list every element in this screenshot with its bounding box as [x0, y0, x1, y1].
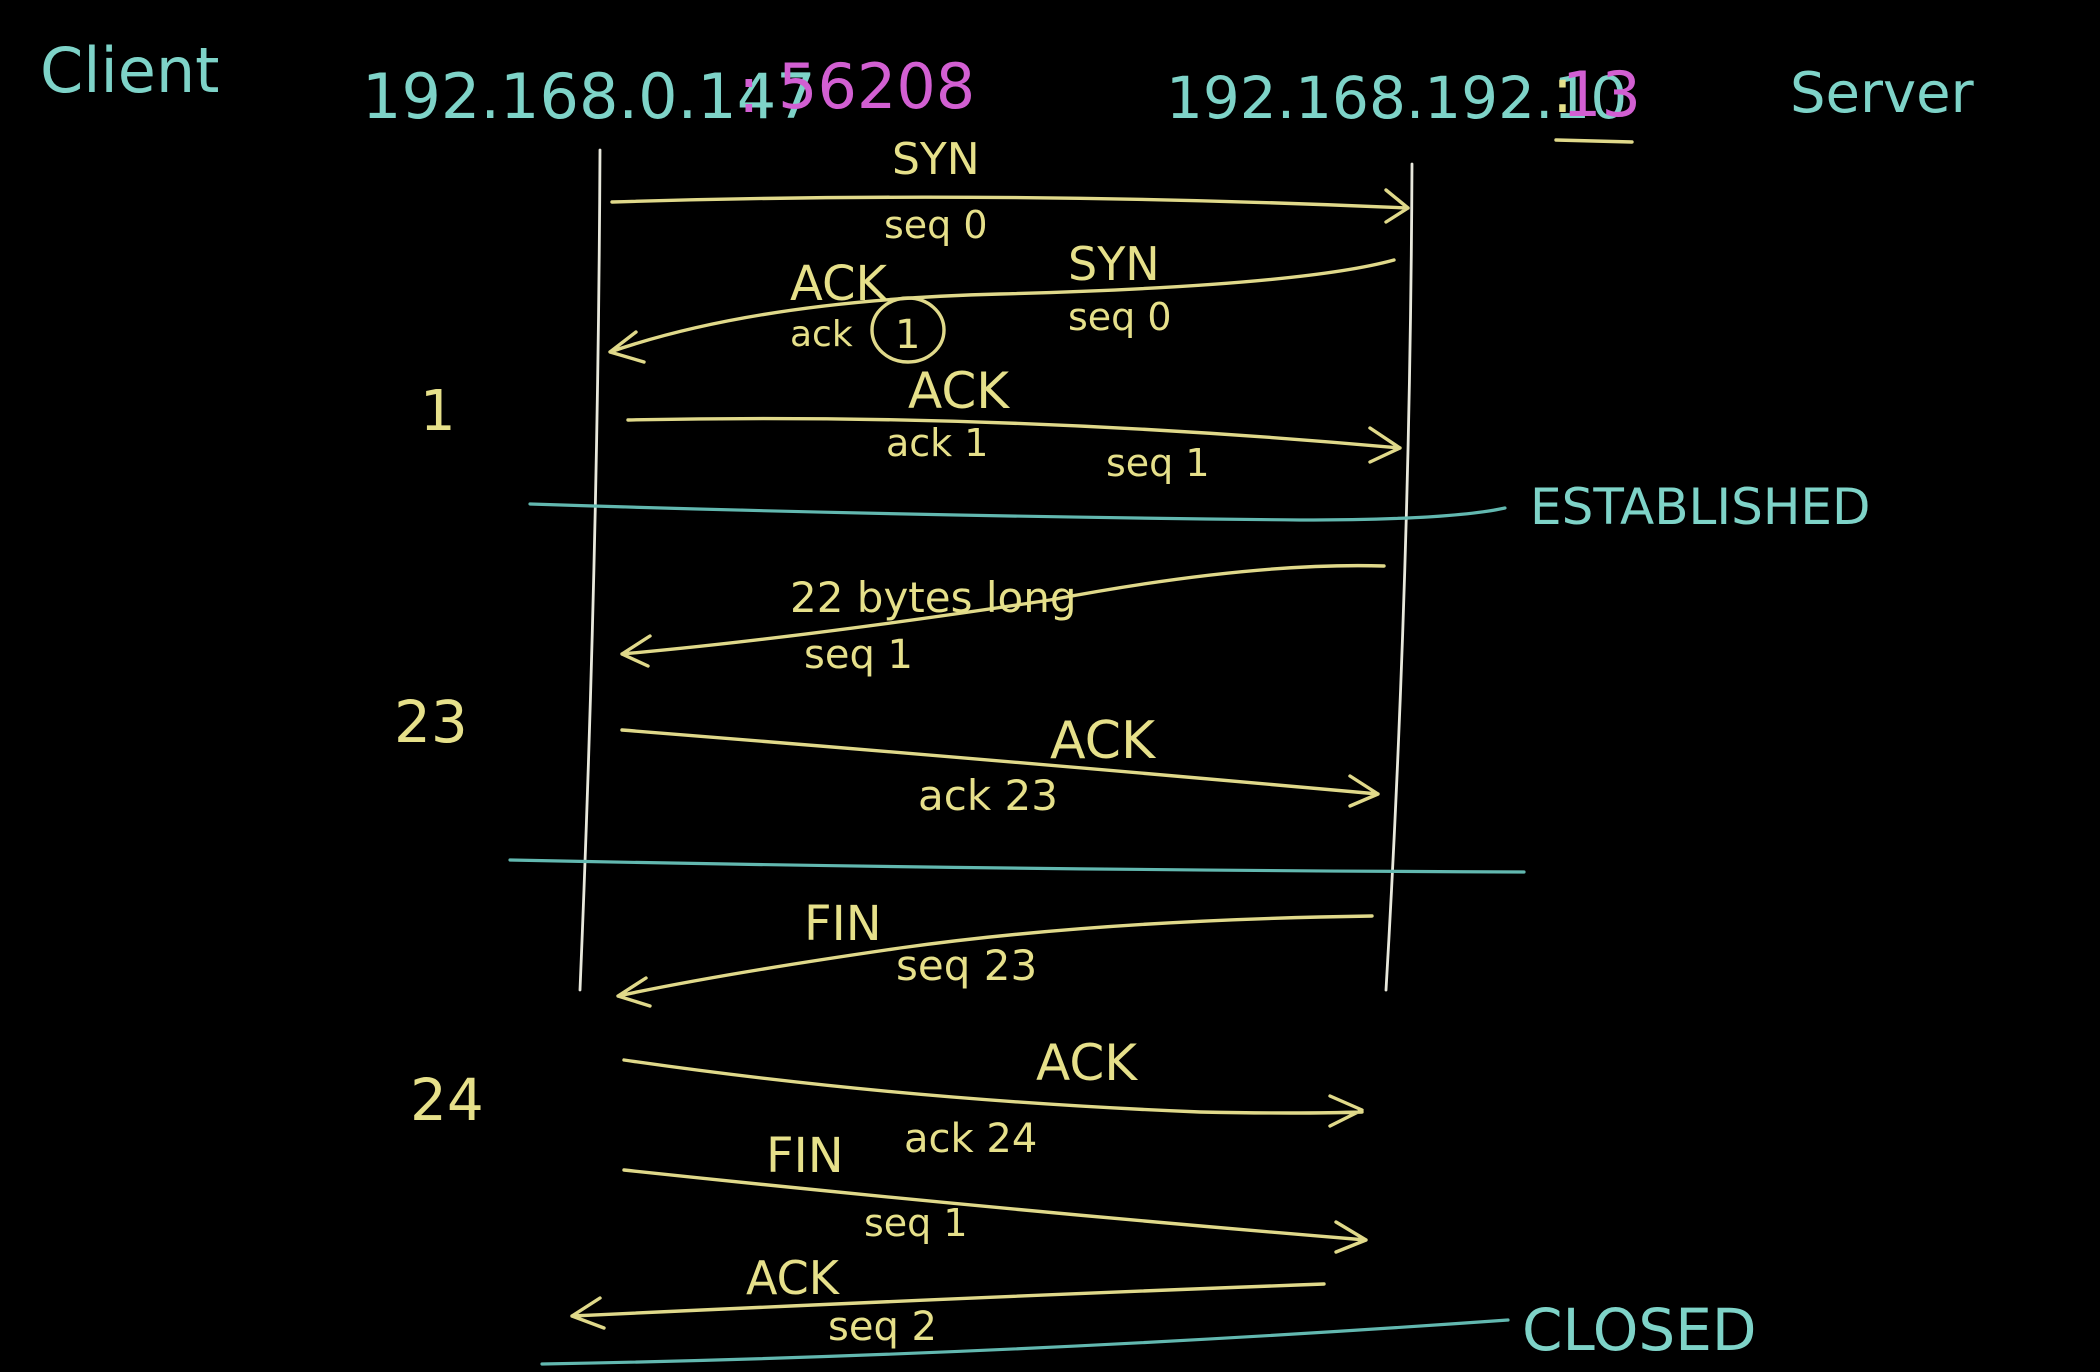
client-port-separator: :	[738, 54, 760, 128]
handshake-ack-label: ACK	[908, 362, 1010, 420]
server-port-underline	[1556, 140, 1632, 142]
syn-arrow	[612, 190, 1408, 222]
handshake-ack-value: ack 1	[886, 421, 988, 465]
client-lifeline	[580, 150, 600, 990]
closed-divider	[542, 1320, 1508, 1364]
client-fin-arrow	[624, 1170, 1366, 1252]
server-fin-seq: seq 23	[896, 941, 1037, 990]
handshake-seq-value: seq 1	[1106, 441, 1210, 485]
established-state: ESTABLISHED	[1530, 478, 1871, 536]
server-label: Server	[1790, 61, 1975, 126]
server-lifeline	[1386, 164, 1412, 990]
side-number-23: 23	[394, 688, 468, 756]
data-seq-label: seq 1	[804, 632, 913, 678]
side-number-24: 24	[410, 1066, 484, 1134]
syn-seq-label: seq 0	[884, 203, 988, 247]
syn-label: SYN	[892, 134, 980, 185]
server-fin-label: FIN	[804, 896, 882, 952]
teardown-divider	[510, 860, 1524, 872]
syn-ack-ack-value: 1	[895, 312, 920, 358]
side-number-1: 1	[420, 379, 456, 444]
data-length-label: 22 bytes long	[790, 573, 1077, 622]
fin-ack-value: ack 24	[904, 1116, 1037, 1162]
closed-state: CLOSED	[1522, 1296, 1757, 1364]
syn-ack-ack-label: ACK	[790, 256, 889, 312]
client-fin-seq: seq 1	[864, 1201, 968, 1245]
final-ack-label: ACK	[746, 1251, 841, 1305]
data-ack-value: ack 23	[918, 771, 1058, 820]
data-ack-label: ACK	[1050, 711, 1157, 771]
syn-ack-ack-prefix: ack	[790, 314, 853, 355]
final-ack-seq: seq 2	[828, 1304, 937, 1350]
established-divider	[530, 504, 1505, 520]
final-ack-arrow	[572, 1284, 1324, 1328]
fin-ack-label: ACK	[1036, 1034, 1138, 1092]
syn-ack-syn-label: SYN	[1068, 237, 1160, 291]
client-label: Client	[40, 34, 220, 107]
syn-ack-seq-label: seq 0	[1068, 295, 1172, 339]
client-fin-label: FIN	[766, 1128, 844, 1184]
syn-ack-arrow	[610, 260, 1394, 362]
handshake-ack-arrow	[628, 419, 1400, 462]
client-port: 56208	[778, 50, 975, 123]
server-port: 13	[1562, 58, 1641, 131]
